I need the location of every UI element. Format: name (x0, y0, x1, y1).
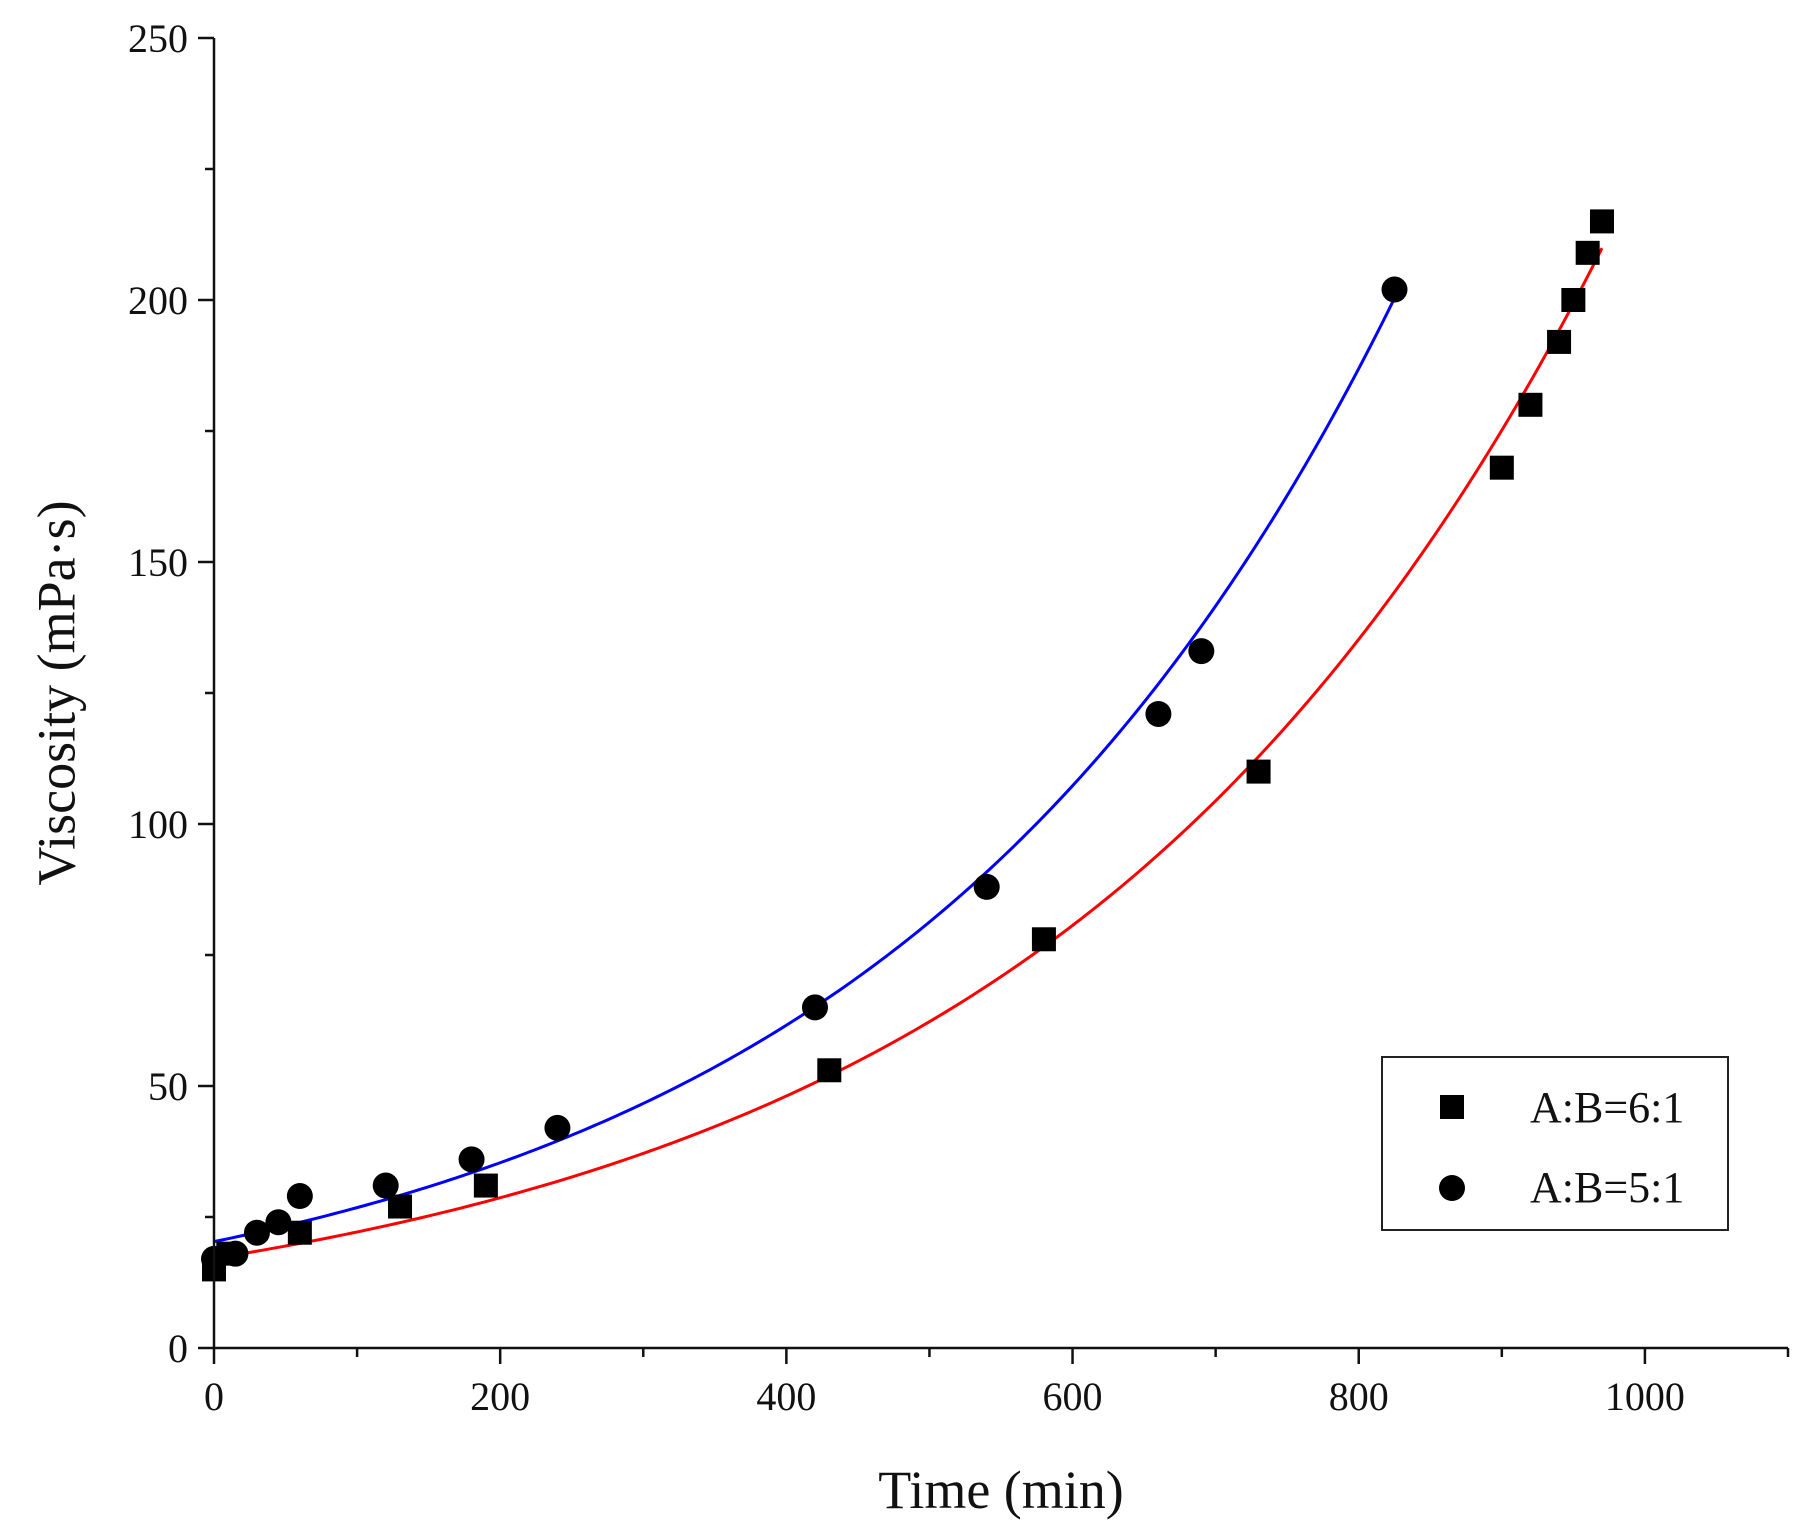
y-tick-label: 0 (168, 1326, 188, 1371)
x-axis-title: Time (min) (878, 1460, 1124, 1520)
x-tick-label: 600 (1043, 1374, 1103, 1419)
fit-curve-5-1 (213, 297, 1396, 1244)
legend-entry-5-1: A:B=5:1 (1530, 1163, 1684, 1212)
legend-marker-circle (1439, 1175, 1465, 1201)
data-point-circle (973, 873, 1000, 900)
data-point-square (1547, 329, 1572, 354)
y-axis-title: Viscosity (mPa·s) (26, 500, 86, 885)
y-tick-label: 200 (128, 278, 188, 323)
data-point-circle (1145, 700, 1172, 727)
y-tick-label: 250 (128, 16, 188, 61)
axes (198, 36, 1790, 1364)
data-point-square (1518, 392, 1543, 417)
legend-box (1381, 1056, 1729, 1231)
data-point-square (287, 1220, 312, 1245)
x-tick-label: 0 (204, 1374, 224, 1419)
data-point-circle (265, 1209, 292, 1236)
data-point-circle (1188, 638, 1215, 665)
legend: A:B=6:1 A:B=5:1 (1381, 1056, 1729, 1231)
data-point-square (1575, 240, 1600, 265)
data-point-circle (372, 1172, 399, 1199)
x-tick-label: 1000 (1605, 1374, 1685, 1419)
data-point-square (473, 1173, 498, 1198)
y-tick-label: 100 (128, 802, 188, 847)
x-tick-label: 800 (1329, 1374, 1389, 1419)
data-point-circle (801, 994, 828, 1021)
x-tick-label: 400 (756, 1374, 816, 1419)
y-tick-label: 50 (148, 1064, 188, 1109)
data-point-square (388, 1194, 413, 1219)
x-tick-label: 200 (470, 1374, 530, 1419)
legend-entry-6-1: A:B=6:1 (1530, 1083, 1684, 1132)
tick-labels: 0 200 400 600 800 1000 0 50 100 150 200 250 (128, 16, 1685, 1419)
legend-marker-square (1440, 1095, 1464, 1119)
data-points (201, 209, 1614, 1282)
plot-area (198, 36, 1790, 1364)
data-point-circle (1381, 276, 1408, 303)
data-point-square (817, 1058, 842, 1083)
fit-curve-6-1 (213, 247, 1604, 1260)
data-point-square (1031, 927, 1056, 952)
y-tick-label: 150 (128, 540, 188, 585)
data-point-square (1561, 288, 1586, 312)
data-point-circle (222, 1240, 249, 1267)
data-point-square (1589, 209, 1614, 234)
data-point-circle (286, 1183, 313, 1210)
data-point-circle (243, 1219, 270, 1246)
data-point-square (1246, 759, 1271, 784)
data-point-circle (458, 1146, 485, 1173)
data-point-square (1489, 455, 1514, 480)
data-point-circle (544, 1114, 571, 1141)
